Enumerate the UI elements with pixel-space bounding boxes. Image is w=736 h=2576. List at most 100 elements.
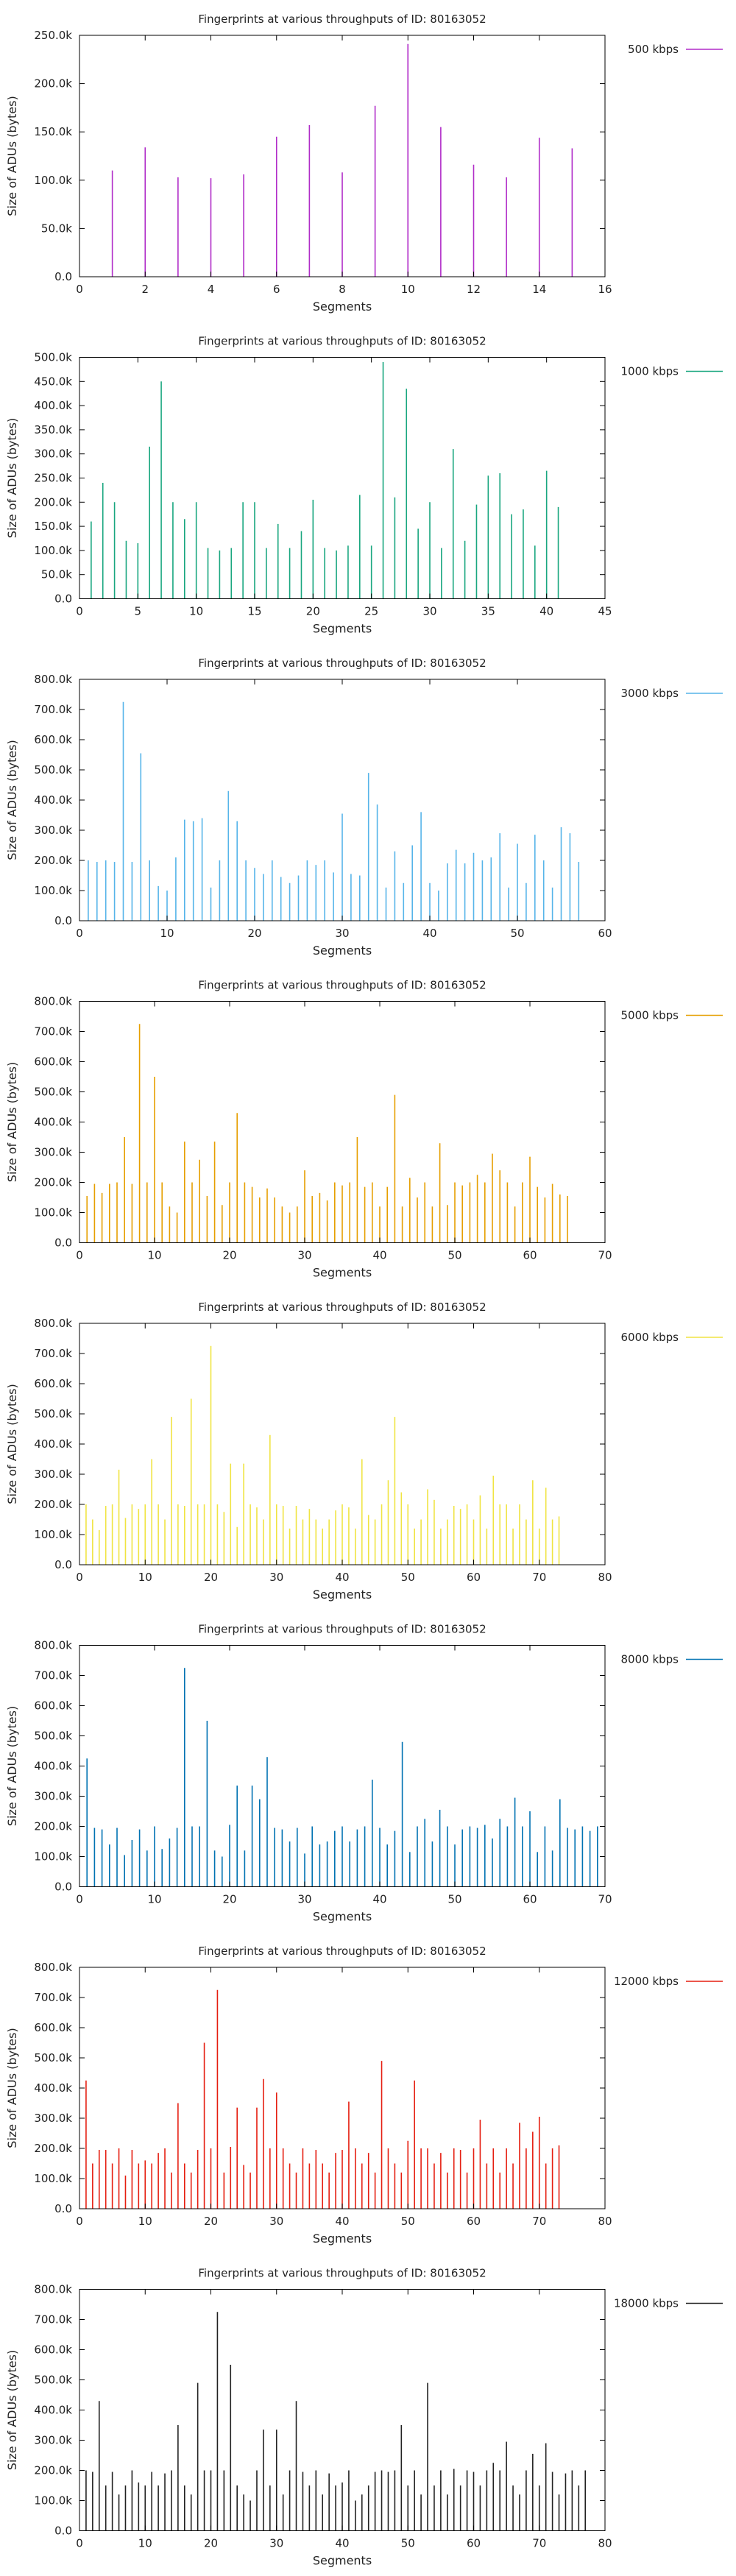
x-tick-label: 80 xyxy=(598,1571,612,1584)
legend: 12000 kbps xyxy=(614,1975,723,1988)
legend-entry-label: 6000 kbps xyxy=(621,1331,679,1344)
x-axis-label: Segments xyxy=(313,1588,372,1602)
legend: 18000 kbps xyxy=(614,2297,723,2310)
y-tick-label: 300.0k xyxy=(34,447,72,461)
x-tick-label: 60 xyxy=(467,2537,481,2550)
x-tick-label: 70 xyxy=(532,2537,546,2550)
x-tick-label: 20 xyxy=(222,1249,236,1262)
legend: 500 kbps xyxy=(628,43,723,56)
x-tick-label: 5 xyxy=(135,605,142,618)
bar-series xyxy=(86,1668,598,1887)
x-tick-label: 16 xyxy=(598,283,612,296)
x-tick-label: 25 xyxy=(364,605,378,618)
y-tick-label: 400.0k xyxy=(34,1760,72,1773)
y-tick-label: 300.0k xyxy=(34,1146,72,1159)
legend-entry-label: 3000 kbps xyxy=(621,687,679,700)
y-tick-label: 500.0k xyxy=(34,1407,72,1420)
bar-series xyxy=(85,2312,587,2531)
x-tick-label: 0 xyxy=(76,1249,83,1262)
x-tick-label: 40 xyxy=(335,2537,349,2550)
y-tick-label: 200.0k xyxy=(34,2142,72,2155)
y-tick-label: 800.0k xyxy=(34,673,72,686)
x-tick-label: 70 xyxy=(598,1893,612,1906)
x-axis-label: Segments xyxy=(313,1910,372,1924)
x-axis-label: Segments xyxy=(313,1266,372,1280)
x-tick-label: 30 xyxy=(269,2537,283,2550)
y-tick-label: 250.0k xyxy=(34,472,72,485)
bar-series xyxy=(111,43,573,277)
x-tick-label: 10 xyxy=(138,2537,152,2550)
chart-panel-7: Fingerprints at various throughputs of I… xyxy=(5,1945,723,2246)
y-tick-label: 800.0k xyxy=(34,1639,72,1652)
y-tick-label: 600.0k xyxy=(34,1377,72,1390)
chart-panel-2: Fingerprints at various throughputs of I… xyxy=(5,335,723,636)
x-tick-label: 10 xyxy=(138,1571,152,1584)
chart-title: Fingerprints at various throughputs of I… xyxy=(198,1623,486,1636)
x-tick-label: 40 xyxy=(335,2215,349,2228)
x-tick-label: 60 xyxy=(598,927,612,940)
x-tick-label: 35 xyxy=(481,605,495,618)
x-tick-label: 50 xyxy=(447,1249,461,1262)
x-axis-label: Segments xyxy=(313,944,372,958)
y-tick-label: 250.0k xyxy=(34,29,72,42)
x-tick-label: 60 xyxy=(523,1249,537,1262)
y-axis-label: Size of ADUs (bytes) xyxy=(5,2350,19,2470)
y-tick-label: 200.0k xyxy=(34,77,72,91)
x-tick-label: 0 xyxy=(76,1571,83,1584)
x-axis-label: Segments xyxy=(313,622,372,636)
y-tick-label: 700.0k xyxy=(34,1669,72,1682)
x-tick-label: 20 xyxy=(204,2537,218,2550)
x-tick-label: 8 xyxy=(339,283,346,296)
x-tick-label: 10 xyxy=(189,605,203,618)
y-tick-label: 500.0k xyxy=(34,2051,72,2064)
x-tick-label: 14 xyxy=(532,283,546,296)
y-tick-label: 100.0k xyxy=(34,1206,72,1220)
x-tick-label: 50 xyxy=(510,927,524,940)
legend: 5000 kbps xyxy=(621,1009,723,1022)
y-tick-label: 150.0k xyxy=(34,125,72,138)
x-tick-label: 0 xyxy=(76,605,83,618)
legend-entry-label: 500 kbps xyxy=(628,43,679,56)
x-tick-label: 70 xyxy=(532,1571,546,1584)
y-tick-label: 450.0k xyxy=(34,375,72,388)
y-tick-label: 700.0k xyxy=(34,703,72,716)
y-tick-label: 500.0k xyxy=(34,2374,72,2387)
y-tick-label: 200.0k xyxy=(34,2464,72,2477)
x-tick-label: 20 xyxy=(306,605,320,618)
x-tick-label: 40 xyxy=(372,1893,386,1906)
x-tick-label: 10 xyxy=(160,927,174,940)
x-tick-label: 0 xyxy=(76,283,83,296)
x-tick-label: 6 xyxy=(273,283,280,296)
y-tick-label: 50.0k xyxy=(41,222,72,235)
chart-panel-5: Fingerprints at various throughputs of I… xyxy=(5,1301,723,1602)
x-tick-label: 10 xyxy=(147,1249,161,1262)
y-tick-label: 100.0k xyxy=(34,1850,72,1864)
y-tick-label: 600.0k xyxy=(34,1699,72,1713)
legend-entry-label: 1000 kbps xyxy=(621,365,679,378)
x-tick-label: 0 xyxy=(76,1893,83,1906)
chart-title: Fingerprints at various throughputs of I… xyxy=(198,1945,486,1958)
y-tick-label: 300.0k xyxy=(34,2112,72,2125)
legend: 8000 kbps xyxy=(621,1653,723,1666)
x-tick-label: 80 xyxy=(598,2537,612,2550)
x-tick-label: 70 xyxy=(598,1249,612,1262)
x-tick-label: 20 xyxy=(247,927,261,940)
x-axis-label: Segments xyxy=(313,2554,372,2568)
y-tick-label: 200.0k xyxy=(34,495,72,509)
x-tick-label: 10 xyxy=(147,1893,161,1906)
y-tick-label: 700.0k xyxy=(34,1347,72,1360)
x-axis-label: Segments xyxy=(313,300,372,314)
y-tick-label: 200.0k xyxy=(34,854,72,867)
x-tick-label: 80 xyxy=(598,2215,612,2228)
legend: 1000 kbps xyxy=(621,365,723,378)
y-tick-label: 0.0 xyxy=(54,1880,72,1894)
x-tick-label: 20 xyxy=(204,2215,218,2228)
y-tick-label: 0.0 xyxy=(54,1558,72,1571)
y-tick-label: 200.0k xyxy=(34,1498,72,1511)
y-tick-label: 400.0k xyxy=(34,1116,72,1129)
y-tick-label: 500.0k xyxy=(34,1086,72,1099)
y-tick-label: 700.0k xyxy=(34,1991,72,2004)
y-tick-label: 0.0 xyxy=(54,592,72,606)
y-tick-label: 300.0k xyxy=(34,824,72,837)
y-tick-label: 100.0k xyxy=(34,2172,72,2185)
